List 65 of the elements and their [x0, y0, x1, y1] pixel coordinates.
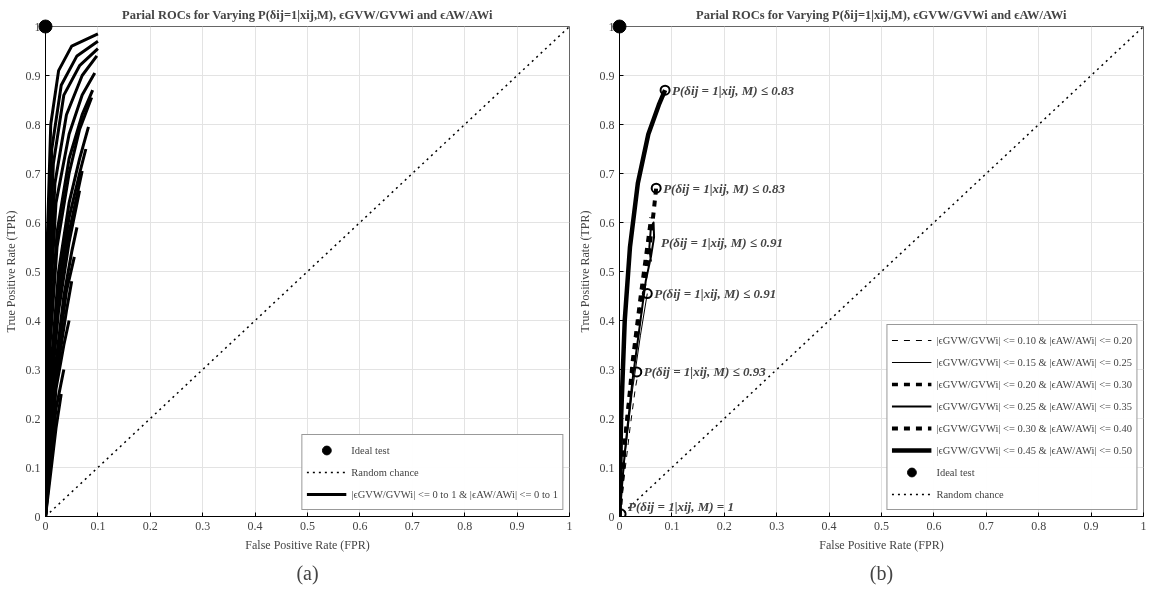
y-tick-label: 0.7 [25, 166, 41, 181]
annotation: P(δij = 1|xij, M) ≤ 0.83 [663, 180, 786, 196]
y-tick-label: 0.8 [599, 117, 615, 132]
x-tick-label: 1 [566, 518, 573, 533]
legend-label: |ϵGVW/GVWi| <= 0.25 & |ϵAW/AWi| <= 0.35 [936, 400, 1132, 412]
legend-label: |ϵGVW/GVWi| <= 0.30 & |ϵAW/AWi| <= 0.40 [936, 422, 1132, 434]
chart-title: Parial ROCs for Varying P(δij=1|xij,M), ϵGVW/GVWi and ϵAW/AWi [696, 7, 1067, 22]
y-tick-label: 0.6 [25, 215, 41, 230]
annotation: P(δij = 1|xij, M) ≤ 0.91 [661, 234, 784, 250]
annotation: P(δij = 1|xij, M) ≤ 0.91 [654, 286, 777, 302]
text: (b) [869, 561, 894, 585]
x-tick-label: 0.6 [926, 518, 942, 533]
annotation: P(δij = 1|xij, M) ≤ 0.83 [672, 82, 795, 98]
x-tick-label: 0.8 [1031, 518, 1047, 533]
legend-label: Random chance [351, 466, 419, 478]
y-tick-label: 1 [34, 19, 41, 34]
y-tick-label: 0.5 [25, 264, 41, 279]
x-tick-label: 0.8 [457, 518, 473, 533]
legend-label: |ϵGVW/GVWi| <= 0.20 & |ϵAW/AWi| <= 0.30 [936, 378, 1132, 390]
x-tick-label: 0.1 [664, 518, 680, 533]
x-tick-label: 0.2 [716, 518, 732, 533]
y-tick-label: 1 [608, 19, 615, 34]
legend-label: |ϵGVW/GVWi| <= 0.15 & |ϵAW/AWi| <= 0.25 [936, 356, 1132, 368]
y-tick-label: 0.9 [599, 68, 615, 83]
chart-title: Parial ROCs for Varying P(δij=1|xij,M), ϵGVW/GVWi and ϵAW/AWi [122, 7, 493, 22]
x-tick-label: 0.4 [821, 518, 837, 533]
x-axis-title: False Positive Rate (FPR) [819, 537, 944, 552]
y-tick-label: 0.3 [25, 362, 41, 377]
legend-label: |ϵGVW/GVWi| <= 0.10 & |ϵAW/AWi| <= 0.20 [936, 334, 1132, 346]
y-tick-label: 0.1 [599, 460, 615, 475]
x-tick-label: 0.9 [1083, 518, 1099, 533]
y-tick-label: 0.2 [599, 411, 615, 426]
annotation: P(δij = 1|xij, M) ≤ 0.93 [643, 364, 767, 380]
x-tick-label: 0.3 [195, 518, 211, 533]
y-tick-label: 0.3 [599, 362, 615, 377]
x-tick-label: 0.3 [769, 518, 785, 533]
legend-label: |ϵGVW/GVWi| <= 0.45 & |ϵAW/AWi| <= 0.50 [936, 444, 1132, 456]
legend-label: Random chance [936, 488, 1004, 500]
y-tick-label: 0.9 [25, 68, 41, 83]
x-tick-label: 0.4 [247, 518, 263, 533]
x-tick-label: 0.2 [142, 518, 158, 533]
y-tick-label: 0.4 [25, 313, 41, 328]
x-tick-label: 0.5 [874, 518, 889, 533]
x-axis-title: False Positive Rate (FPR) [245, 537, 370, 552]
y-axis-title: True Positive Rate (TPR) [577, 210, 592, 333]
y-tick-label: 0.1 [25, 460, 41, 475]
y-tick-label: 0.2 [25, 411, 41, 426]
x-tick-label: 0.7 [404, 518, 420, 533]
legend-label: |ϵGVW/GVWi| <= 0 to 1 & |ϵAW/AWi| <= 0 to 1 [351, 488, 558, 500]
x-tick-label: 1 [1140, 518, 1147, 533]
y-axis-title: True Positive Rate (TPR) [3, 210, 18, 333]
x-tick-label: 0.7 [978, 518, 994, 533]
legend-label: Ideal test [936, 466, 975, 478]
y-tick-label: 0.6 [599, 215, 615, 230]
y-tick-label: 0.7 [599, 166, 615, 181]
x-tick-label: 0.5 [300, 518, 315, 533]
y-tick-label: 0.5 [599, 264, 615, 279]
text: (a) [296, 561, 319, 585]
x-tick-label: 0.1 [90, 518, 106, 533]
x-tick-label: 0.6 [352, 518, 368, 533]
legend-label: Ideal test [351, 444, 390, 456]
y-tick-label: 0.4 [599, 313, 615, 328]
annotation: P(δij = 1|xij, M) = 1 [628, 499, 735, 515]
y-tick-label: 0.8 [25, 117, 41, 132]
x-tick-label: 0.9 [509, 518, 525, 533]
